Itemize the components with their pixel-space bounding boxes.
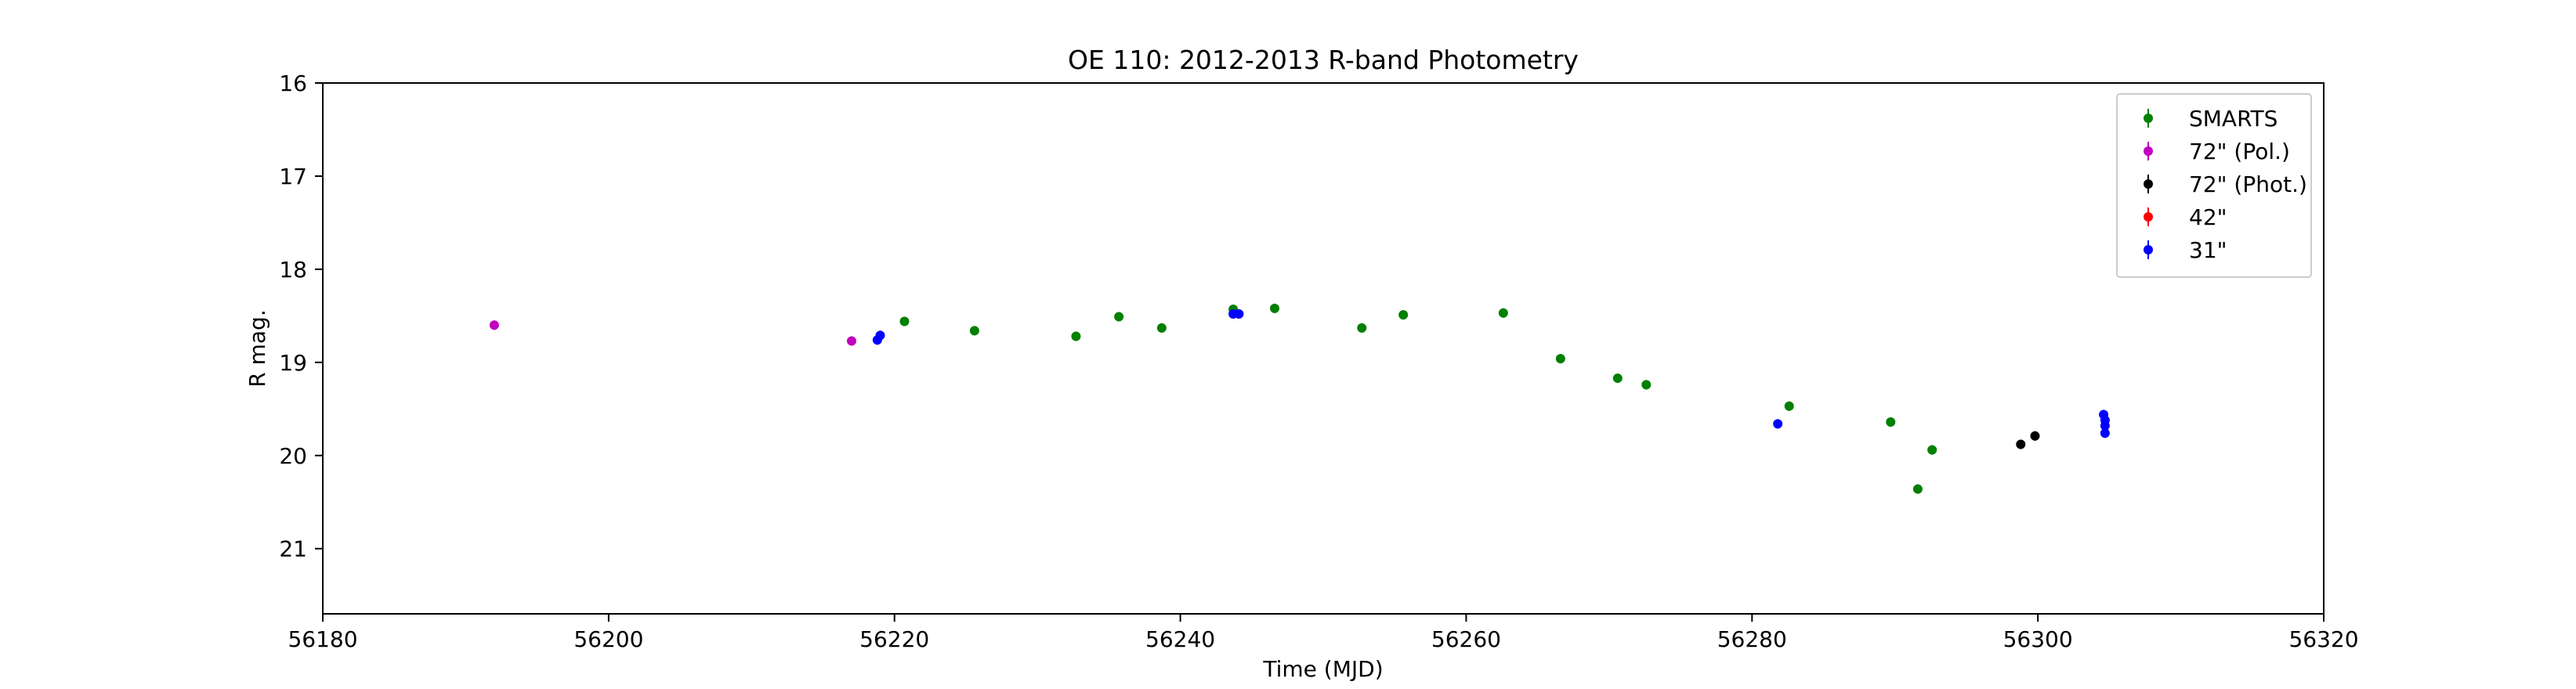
- data-point: [1071, 331, 1081, 341]
- legend-marker: [2144, 146, 2153, 156]
- legend-label: 31": [2189, 237, 2227, 263]
- x-tick-label: 56220: [859, 626, 929, 652]
- data-point: [846, 336, 856, 346]
- plot-frame: [322, 82, 2325, 615]
- series-0: [899, 303, 1937, 494]
- series-4: [872, 308, 2110, 438]
- data-point: [1773, 419, 1783, 429]
- legend-label: 42": [2189, 204, 2227, 230]
- data-point: [1641, 380, 1652, 390]
- y-axis: 16 17 18 19 20 21: [279, 70, 323, 562]
- x-tick-label: 56260: [1431, 626, 1501, 652]
- data-point: [1114, 312, 1124, 322]
- y-tick-label: 21: [279, 536, 307, 562]
- data-point: [1927, 445, 1937, 455]
- data-point: [2100, 428, 2110, 438]
- series-2: [2016, 431, 2040, 449]
- plot-area: [489, 303, 2110, 494]
- x-tick-label: 56320: [2288, 626, 2358, 652]
- y-tick-label: 18: [279, 257, 307, 283]
- x-tick-label: 56180: [288, 626, 357, 652]
- data-point: [1498, 308, 1508, 318]
- legend: SMARTS 72" (Pol.) 72" (Phot.) 42" 31": [2116, 93, 2312, 278]
- data-point: [969, 326, 979, 336]
- data-point: [899, 316, 910, 326]
- x-axis: 56180 56200 56220 56240 56260 56280 56300 56320: [288, 614, 2359, 652]
- data-point: [489, 320, 499, 330]
- data-point: [2100, 420, 2110, 431]
- legend-frame: [2116, 93, 2312, 278]
- data-point: [1912, 484, 1923, 494]
- y-tick-label: 19: [279, 350, 307, 376]
- legend-label: 72" (Pol.): [2189, 139, 2290, 164]
- data-point: [2016, 439, 2026, 449]
- x-tick-label: 56300: [2003, 626, 2073, 652]
- data-point: [1156, 323, 1167, 333]
- y-tick-label: 17: [279, 164, 307, 189]
- series-1: [489, 320, 856, 346]
- data-point: [1555, 354, 1565, 364]
- x-tick-label: 56200: [573, 626, 643, 652]
- y-tick-label: 20: [279, 443, 307, 469]
- chart-title: OE 110: 2012-2013 R-band Photometry: [1068, 45, 1579, 75]
- data-point: [875, 330, 885, 341]
- y-axis-label: R mag.: [244, 309, 270, 387]
- data-point: [1886, 417, 1896, 427]
- data-point: [1612, 373, 1623, 384]
- legend-marker: [2144, 212, 2153, 222]
- legend-label: SMARTS: [2189, 106, 2278, 132]
- legend-marker: [2144, 245, 2153, 254]
- x-tick-label: 56280: [1717, 626, 1787, 652]
- x-axis-label: Time (MJD): [1262, 656, 1383, 682]
- y-tick-label: 16: [279, 70, 307, 96]
- legend-marker: [2144, 114, 2153, 123]
- data-point: [1784, 401, 1794, 411]
- legend-marker: [2144, 179, 2153, 189]
- x-tick-label: 56240: [1145, 626, 1215, 652]
- data-point: [1398, 310, 1409, 320]
- data-point: [1269, 303, 1279, 313]
- data-point: [2030, 431, 2040, 441]
- data-point: [1234, 308, 1244, 319]
- data-point: [1357, 323, 1367, 333]
- legend-label: 72" (Phot.): [2189, 171, 2307, 197]
